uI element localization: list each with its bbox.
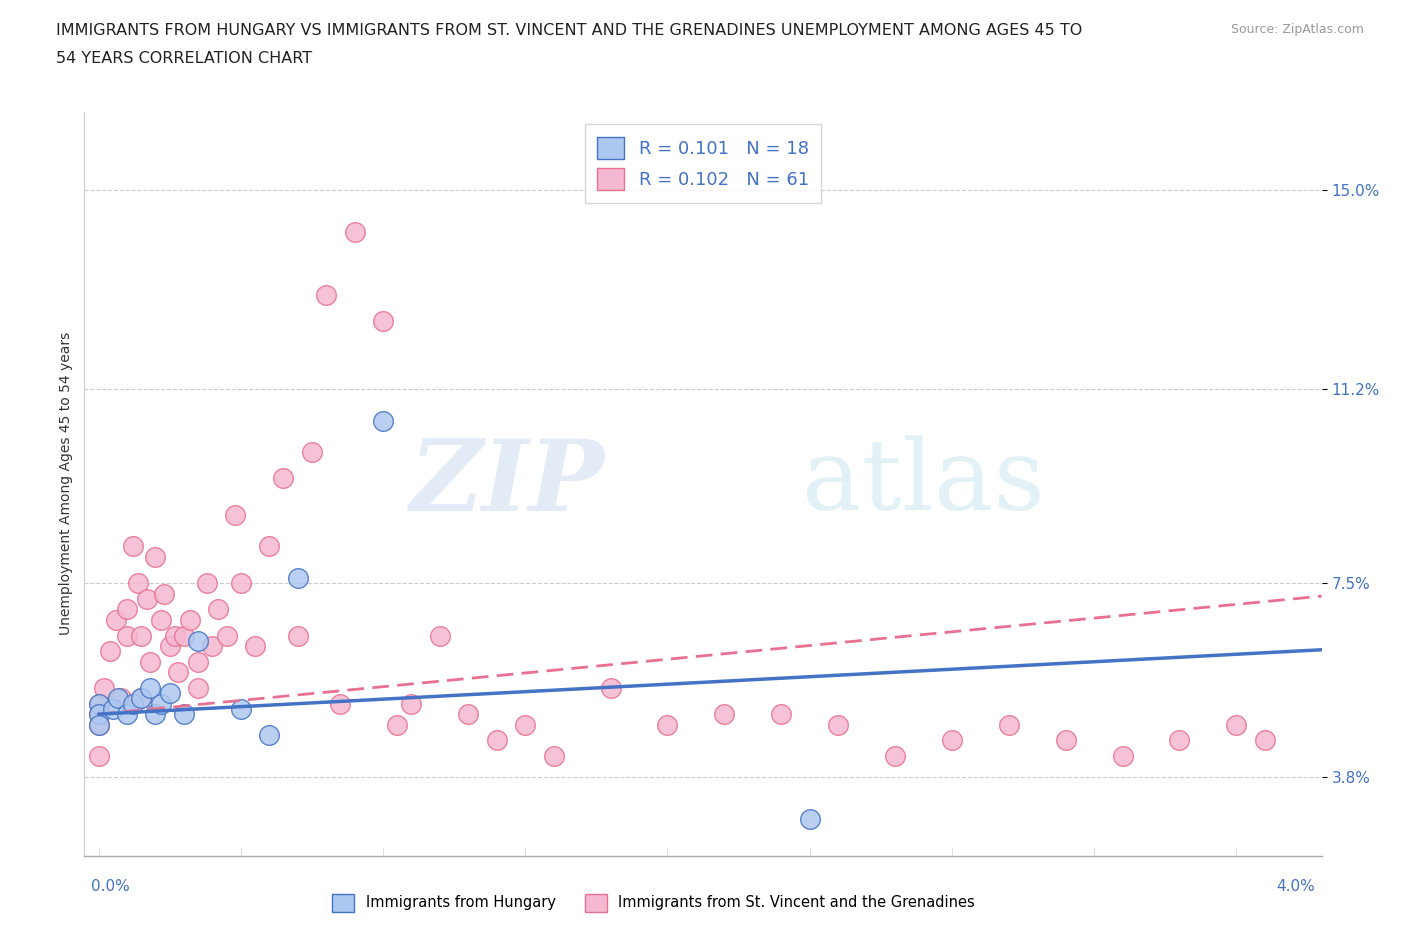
Point (165, 628, 187, 643)
Point (145, 550, 167, 565)
Point (150, 612, 173, 627)
Point (107, 691, 129, 706)
Point (136, 591, 159, 606)
Text: atlas: atlas (801, 435, 1045, 532)
Point (121, 539, 143, 554)
Point (713, 707, 735, 722)
Point (485, 733, 508, 748)
Point (287, 570, 309, 585)
Point (129, 628, 152, 643)
Point (543, 749, 565, 764)
Point (121, 697, 143, 711)
Point (371, 313, 394, 328)
Text: IMMIGRANTS FROM HUNGARY VS IMMIGRANTS FROM ST. VINCENT AND THE GRENADINES UNEMPL: IMMIGRANTS FROM HUNGARY VS IMMIGRANTS FR… (56, 23, 1083, 38)
Point (129, 691, 152, 706)
Point (515, 717, 537, 732)
Point (799, 812, 821, 827)
Point (287, 628, 309, 643)
Point (139, 681, 162, 696)
Point (343, 225, 366, 240)
Point (215, 628, 238, 643)
Point (257, 539, 280, 554)
Point (153, 586, 176, 601)
Point (224, 508, 246, 523)
Text: Source: ZipAtlas.com: Source: ZipAtlas.com (1230, 23, 1364, 36)
Point (1168, 733, 1191, 748)
Point (115, 628, 138, 643)
Point (770, 707, 793, 722)
Y-axis label: Unemployment Among Ages 45 to 54 years: Unemployment Among Ages 45 to 54 years (59, 332, 73, 635)
Point (87, 697, 110, 711)
Point (179, 612, 201, 627)
Point (173, 707, 195, 722)
Point (201, 639, 224, 654)
Point (110, 691, 132, 706)
Point (1111, 749, 1133, 764)
Point (243, 639, 266, 654)
Point (129, 691, 152, 706)
Point (257, 727, 280, 742)
Point (457, 707, 479, 722)
Point (139, 655, 162, 670)
Text: 54 YEARS CORRELATION CHART: 54 YEARS CORRELATION CHART (56, 51, 312, 66)
Text: 0.0%: 0.0% (91, 879, 131, 894)
Point (1225, 717, 1247, 732)
Point (387, 717, 409, 732)
Legend: Immigrants from Hungary, Immigrants from St. Vincent and the Grenadines: Immigrants from Hungary, Immigrants from… (332, 894, 974, 911)
Point (195, 576, 218, 591)
Point (371, 413, 394, 428)
Point (159, 685, 181, 700)
Point (127, 576, 149, 591)
Point (115, 707, 138, 722)
Point (167, 665, 190, 680)
Point (229, 576, 252, 591)
Point (429, 628, 451, 643)
Point (229, 701, 252, 716)
Point (87, 697, 110, 711)
Point (599, 681, 621, 696)
Point (1254, 733, 1277, 748)
Point (827, 717, 849, 732)
Point (329, 697, 352, 711)
Point (187, 633, 209, 648)
Point (315, 287, 337, 302)
Point (101, 701, 124, 716)
Point (93, 681, 115, 696)
Text: ZIP: ZIP (409, 435, 605, 532)
Point (401, 697, 423, 711)
Point (207, 602, 229, 617)
Point (941, 733, 963, 748)
Point (187, 681, 209, 696)
Point (657, 717, 679, 732)
Point (150, 697, 173, 711)
Point (1054, 733, 1077, 748)
Point (159, 639, 181, 654)
Point (87, 707, 110, 722)
Point (273, 471, 295, 485)
Point (301, 445, 323, 459)
Point (145, 707, 167, 722)
Point (187, 655, 209, 670)
Point (98, 644, 121, 658)
Point (87, 749, 110, 764)
Point (997, 717, 1019, 732)
Point (87, 717, 110, 732)
Point (115, 602, 138, 617)
Point (87, 717, 110, 732)
Point (173, 628, 195, 643)
Point (104, 612, 127, 627)
Text: 4.0%: 4.0% (1275, 879, 1315, 894)
Point (884, 749, 907, 764)
Point (87, 707, 110, 722)
